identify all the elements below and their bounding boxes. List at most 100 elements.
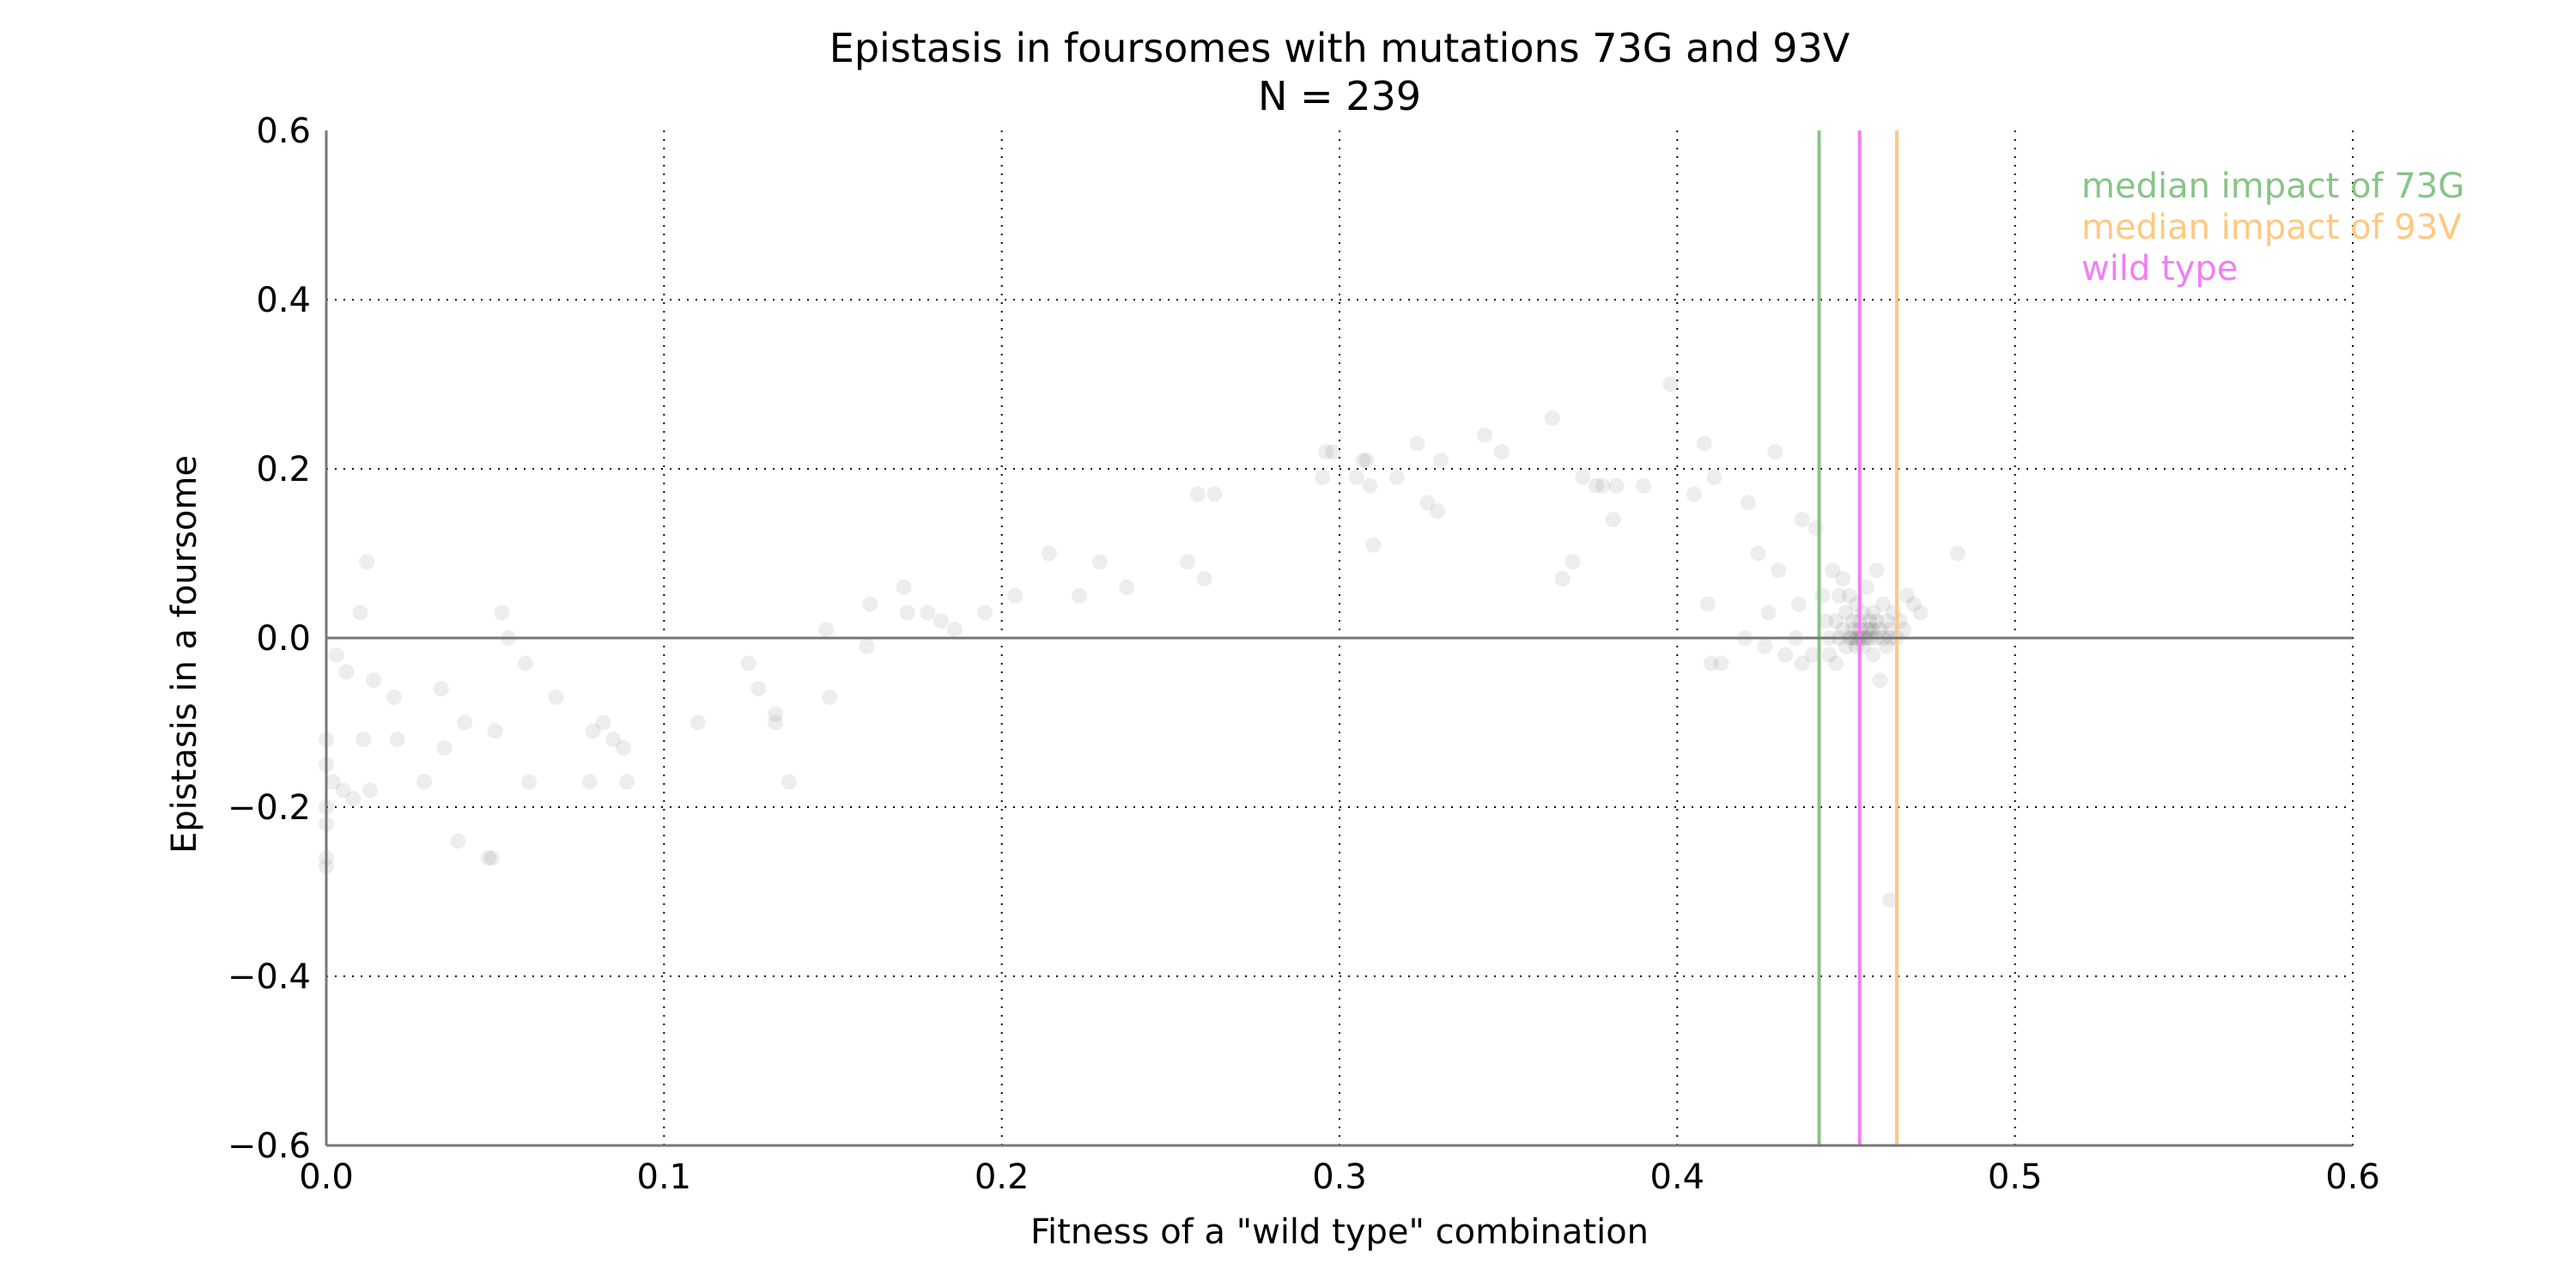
legend-entry: wild type xyxy=(2081,249,2238,289)
data-point xyxy=(1912,605,1929,621)
data-point xyxy=(389,732,405,748)
data-point xyxy=(1858,622,1874,638)
data-point xyxy=(1844,613,1861,629)
data-point xyxy=(1767,444,1783,460)
data-point xyxy=(1119,579,1135,595)
data-point xyxy=(1355,453,1371,469)
data-point xyxy=(352,605,368,621)
data-point xyxy=(1362,477,1378,494)
data-point xyxy=(328,647,344,663)
data-point xyxy=(1315,469,1331,485)
x-axis-label: Fitness of a "wild type" combination xyxy=(1030,1212,1649,1252)
data-point xyxy=(1804,647,1820,663)
x-tick-label: 0.3 xyxy=(1312,1157,1367,1197)
data-point xyxy=(548,689,564,705)
data-point xyxy=(896,579,912,595)
data-point xyxy=(1825,562,1841,579)
data-point xyxy=(1862,622,1878,638)
data-point xyxy=(581,774,598,790)
data-point xyxy=(1358,453,1375,469)
data-point xyxy=(740,655,756,671)
data-point xyxy=(1636,477,1651,494)
data-point xyxy=(1875,596,1892,612)
data-points xyxy=(319,376,1965,908)
data-point xyxy=(1180,554,1195,570)
data-point xyxy=(1841,587,1857,604)
data-point xyxy=(1879,613,1895,629)
data-point xyxy=(1575,469,1591,485)
data-point xyxy=(1777,647,1794,663)
data-point xyxy=(1041,545,1057,562)
y-tick-label: 0.0 xyxy=(256,619,311,659)
data-point xyxy=(822,689,838,705)
chart-title: Epistasis in foursomes with mutations 73… xyxy=(829,25,1850,71)
data-point xyxy=(521,774,537,790)
data-point xyxy=(450,833,466,849)
y-tick-label: 0.4 xyxy=(256,281,311,320)
data-point xyxy=(1007,587,1024,604)
data-point xyxy=(1072,587,1088,604)
data-point xyxy=(1477,427,1493,443)
data-point xyxy=(781,774,797,790)
y-tick-label: 0.2 xyxy=(256,450,311,489)
data-point xyxy=(862,596,878,612)
data-point xyxy=(1868,562,1885,579)
x-tick-label: 0.1 xyxy=(637,1157,692,1197)
data-point xyxy=(1091,554,1108,570)
data-point xyxy=(1872,672,1888,689)
data-point xyxy=(518,655,534,671)
data-point xyxy=(366,672,382,689)
data-point xyxy=(1895,622,1911,638)
data-point xyxy=(1865,647,1881,663)
legend-entry: median impact of 93V xyxy=(2081,208,2462,247)
data-point xyxy=(1879,638,1895,654)
data-point xyxy=(1365,537,1382,553)
data-point xyxy=(480,850,496,866)
data-point xyxy=(1899,587,1915,604)
data-point xyxy=(1196,571,1212,587)
data-point xyxy=(1409,435,1425,452)
data-point xyxy=(1794,512,1810,528)
data-point xyxy=(585,723,601,739)
data-point xyxy=(859,638,875,654)
data-point xyxy=(1905,596,1922,612)
data-point xyxy=(359,554,375,570)
data-point xyxy=(1757,638,1773,654)
data-point xyxy=(416,774,433,790)
data-point xyxy=(1821,647,1838,663)
data-point xyxy=(1740,495,1756,511)
data-point xyxy=(436,740,453,756)
data-point xyxy=(899,605,915,621)
data-point xyxy=(1206,486,1223,502)
data-point xyxy=(1564,554,1581,570)
x-tick-label: 0.0 xyxy=(299,1157,354,1197)
data-point xyxy=(483,850,500,866)
data-point xyxy=(1818,613,1834,629)
data-point xyxy=(750,681,767,697)
data-point xyxy=(1554,571,1571,587)
data-point xyxy=(338,664,355,680)
data-point xyxy=(1828,613,1844,629)
x-tick-label: 0.4 xyxy=(1650,1157,1705,1197)
data-point xyxy=(818,622,835,638)
data-point xyxy=(1419,495,1436,511)
data-point xyxy=(946,622,963,638)
data-point xyxy=(1838,605,1854,621)
data-point xyxy=(1750,545,1766,562)
data-point xyxy=(1882,892,1899,908)
data-point xyxy=(1388,469,1405,485)
data-point xyxy=(1493,444,1510,460)
data-point xyxy=(1835,571,1851,587)
data-point xyxy=(1862,613,1878,629)
x-tick-labels: 0.0 0.1 0.2 0.3 0.4 0.5 0.6 xyxy=(299,1157,2380,1197)
x-tick-label: 0.6 xyxy=(2325,1157,2380,1197)
data-point xyxy=(920,605,936,621)
data-point xyxy=(1706,469,1722,485)
data-point xyxy=(457,714,473,731)
data-point xyxy=(345,791,361,807)
data-point xyxy=(1760,605,1777,621)
data-point xyxy=(619,774,635,790)
data-point xyxy=(1189,486,1206,502)
